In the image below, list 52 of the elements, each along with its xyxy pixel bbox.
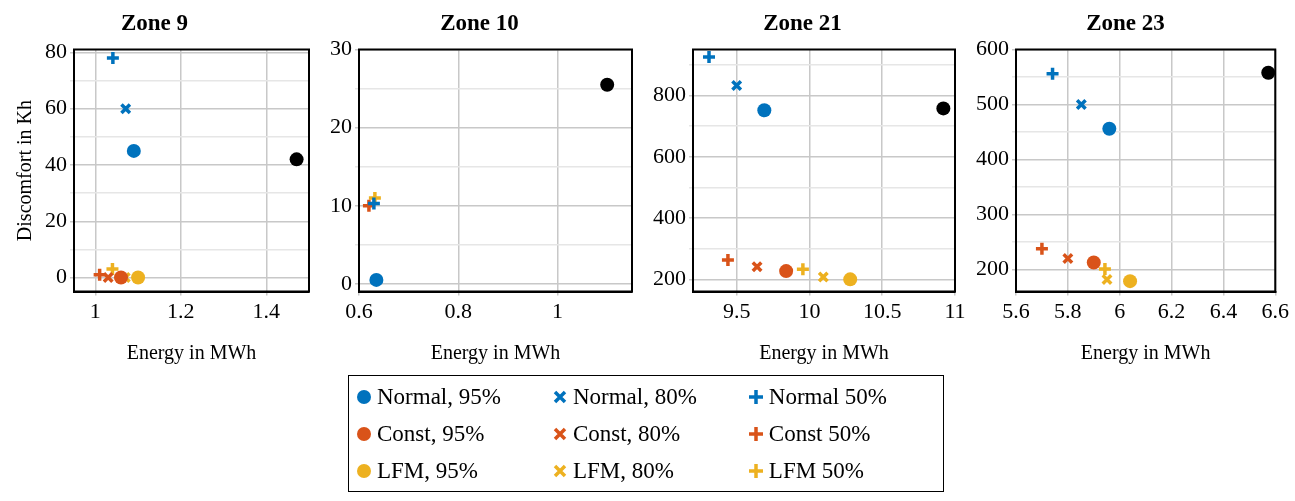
x-tick-label: 9.5 xyxy=(722,297,751,323)
y-tick-label: 30 xyxy=(330,35,352,61)
legend-label: Normal, 95% xyxy=(377,383,501,411)
chart-title: Zone 9 xyxy=(120,9,189,35)
y-tick-label: 0 xyxy=(341,269,352,295)
legend-label: Const, 80% xyxy=(572,420,681,448)
x-tick-label: 6.6 xyxy=(1261,297,1289,323)
x-tick-label: 1.2 xyxy=(167,297,195,323)
x-tick-label: 5.8 xyxy=(1054,297,1082,323)
y-tick-label: 0 xyxy=(56,263,67,289)
x-tick-label: 1.4 xyxy=(252,297,281,323)
y-tick-label: 200 xyxy=(976,255,1009,281)
chart-title: Zone 21 xyxy=(763,9,842,35)
y-tick-label: 20 xyxy=(45,207,67,233)
y-tick-label: 20 xyxy=(330,113,352,139)
y-tick-label: 400 xyxy=(976,145,1009,171)
x-tick-label: 0.6 xyxy=(345,297,373,323)
chart-title: Zone 23 xyxy=(1086,9,1165,35)
y-tick-label: 10 xyxy=(330,191,352,217)
y-tick-label: 400 xyxy=(653,203,686,229)
y-tick-label: 300 xyxy=(976,200,1009,226)
chart-title: Zone 10 xyxy=(440,9,519,35)
x-tick-label: 6.2 xyxy=(1157,297,1186,323)
x-tick-label: 10.5 xyxy=(862,297,902,323)
x-tick-label: 1 xyxy=(552,297,564,323)
y-tick-label: 800 xyxy=(653,81,686,107)
y-axis-title: Discomfort in Kh xyxy=(13,100,36,242)
y-tick-label: 200 xyxy=(653,265,686,291)
x-axis-title: Energy in MWh xyxy=(1080,341,1211,365)
legend-label: Normal 50% xyxy=(768,383,887,411)
legend-label: Normal, 80% xyxy=(572,383,697,411)
x-axis-title: Energy in MWh xyxy=(430,341,561,365)
y-tick-label: 600 xyxy=(653,142,686,168)
y-tick-label: 80 xyxy=(45,38,67,64)
x-tick-label: 6.4 xyxy=(1209,297,1238,323)
x-tick-label: 1 xyxy=(89,297,101,323)
x-tick-label: 6 xyxy=(1114,297,1126,323)
x-tick-label: 11 xyxy=(944,297,966,323)
y-tick-label: 500 xyxy=(976,90,1009,116)
legend-label: LFM, 95% xyxy=(377,457,478,485)
legend-label: LFM, 80% xyxy=(572,457,674,485)
y-tick-label: 600 xyxy=(976,35,1009,61)
y-tick-label: 40 xyxy=(45,150,67,176)
legend-label: LFM 50% xyxy=(768,457,865,485)
y-tick-label: 60 xyxy=(45,94,67,120)
x-tick-label: 5.6 xyxy=(1002,297,1030,323)
legend-label: Const 50% xyxy=(768,420,871,448)
x-axis-title: Energy in MWh xyxy=(126,341,257,365)
legend-label: Const, 95% xyxy=(377,420,485,448)
x-tick-label: 0.8 xyxy=(444,297,473,323)
x-tick-label: 10 xyxy=(798,297,821,323)
x-axis-title: Energy in MWh xyxy=(759,341,889,365)
